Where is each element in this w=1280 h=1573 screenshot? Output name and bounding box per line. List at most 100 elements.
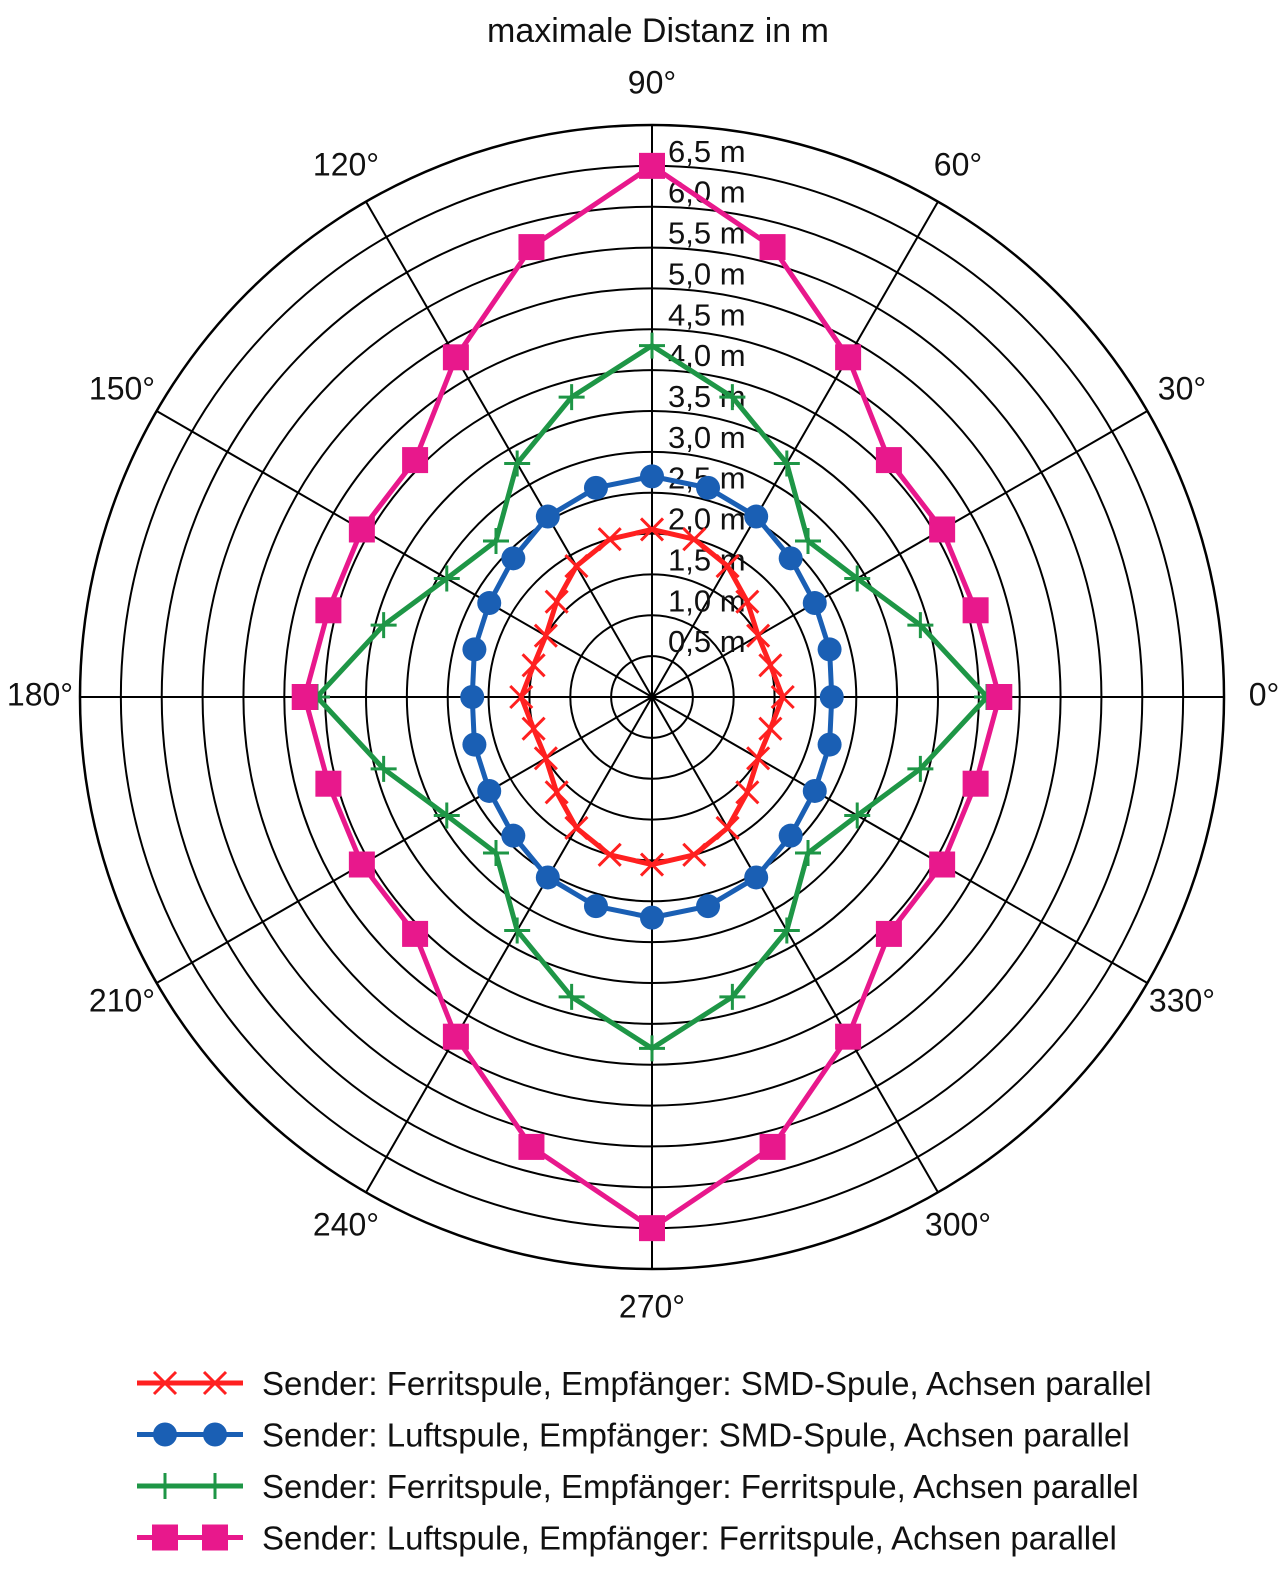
- marker: [773, 917, 800, 944]
- marker: [639, 517, 665, 542]
- series: [460, 464, 844, 930]
- angle-label: 240°: [313, 1206, 379, 1242]
- marker: [518, 234, 545, 261]
- marker: [773, 450, 800, 477]
- marker: [744, 865, 769, 890]
- marker: [558, 384, 585, 411]
- spoke: [365, 696, 653, 1193]
- marker: [583, 475, 608, 500]
- marker: [875, 447, 902, 474]
- marker: [564, 554, 589, 579]
- spoke: [651, 696, 1148, 984]
- legend-marker: [152, 1473, 178, 1499]
- marker: [962, 597, 989, 624]
- angle-label: 90°: [628, 64, 676, 100]
- marker: [719, 384, 746, 411]
- marker: [875, 920, 902, 947]
- marker: [504, 917, 531, 944]
- angle-label: 180°: [7, 676, 73, 712]
- marker: [558, 983, 585, 1010]
- spoke: [365, 201, 653, 698]
- marker: [962, 770, 989, 797]
- legend-marker: [153, 1422, 177, 1447]
- marker: [817, 637, 842, 662]
- series: [291, 152, 1013, 1242]
- legend-label: Sender: Luftspule, Empfänger: Ferritspul…: [262, 1520, 1117, 1557]
- marker: [639, 332, 665, 359]
- angle-label: 210°: [89, 982, 155, 1018]
- marker: [639, 1215, 665, 1242]
- r-tick-label: 6,5 m: [668, 134, 746, 169]
- marker: [802, 591, 827, 616]
- marker: [433, 565, 460, 592]
- legend-label: Sender: Ferritspule, Empfänger: Ferritsp…: [262, 1468, 1139, 1505]
- marker: [778, 546, 803, 571]
- marker: [759, 1133, 786, 1160]
- legend-marker: [202, 1524, 228, 1551]
- angle-label: 150°: [89, 370, 155, 406]
- legend-marker: [203, 1422, 227, 1447]
- marker: [291, 684, 318, 710]
- r-tick-label: 1,0 m: [668, 583, 746, 618]
- marker: [477, 778, 502, 803]
- legend-marker: [152, 1370, 178, 1396]
- spoke: [156, 410, 653, 698]
- spoke: [156, 696, 653, 984]
- r-tick-label: 4,5 m: [668, 297, 746, 332]
- marker: [844, 802, 871, 829]
- angle-label: 60°: [934, 146, 982, 182]
- marker: [433, 802, 460, 829]
- marker: [835, 344, 862, 371]
- marker: [639, 1035, 665, 1062]
- marker: [518, 1133, 545, 1160]
- r-tick-label: 4,0 m: [668, 338, 746, 373]
- marker: [315, 597, 342, 624]
- marker: [795, 840, 822, 867]
- angle-label: 300°: [925, 1206, 991, 1242]
- marker: [597, 842, 622, 867]
- marker: [348, 851, 375, 878]
- marker: [544, 780, 569, 805]
- marker: [442, 344, 469, 371]
- spoke: [651, 696, 939, 1193]
- marker: [758, 716, 783, 741]
- marker: [735, 780, 760, 805]
- marker: [509, 684, 534, 710]
- r-tick-label: 5,0 m: [668, 256, 746, 291]
- angle-label: 0°: [1249, 676, 1280, 712]
- marker: [533, 746, 558, 771]
- marker: [462, 732, 487, 757]
- marker: [442, 1023, 469, 1050]
- marker: [640, 905, 664, 930]
- marker: [817, 732, 842, 757]
- marker: [640, 464, 664, 489]
- marker: [715, 554, 740, 579]
- marker: [482, 527, 509, 554]
- marker: [477, 591, 502, 616]
- spoke: [651, 410, 1148, 698]
- marker: [533, 623, 558, 648]
- marker: [583, 894, 608, 919]
- marker: [986, 684, 1013, 710]
- marker: [696, 475, 721, 500]
- marker: [696, 894, 721, 919]
- marker: [719, 983, 746, 1010]
- marker: [758, 653, 783, 678]
- angle-label: 30°: [1158, 370, 1206, 406]
- marker: [462, 637, 487, 662]
- marker: [564, 815, 589, 840]
- marker: [795, 527, 822, 554]
- marker: [715, 815, 740, 840]
- marker: [482, 840, 509, 867]
- r-tick-label: 3,0 m: [668, 420, 746, 455]
- marker: [639, 152, 665, 179]
- marker: [759, 234, 786, 261]
- marker: [819, 685, 844, 709]
- legend-marker: [202, 1370, 228, 1396]
- marker: [370, 755, 397, 782]
- marker: [929, 516, 956, 543]
- marker: [835, 1023, 862, 1050]
- marker: [682, 527, 707, 552]
- marker: [501, 823, 526, 848]
